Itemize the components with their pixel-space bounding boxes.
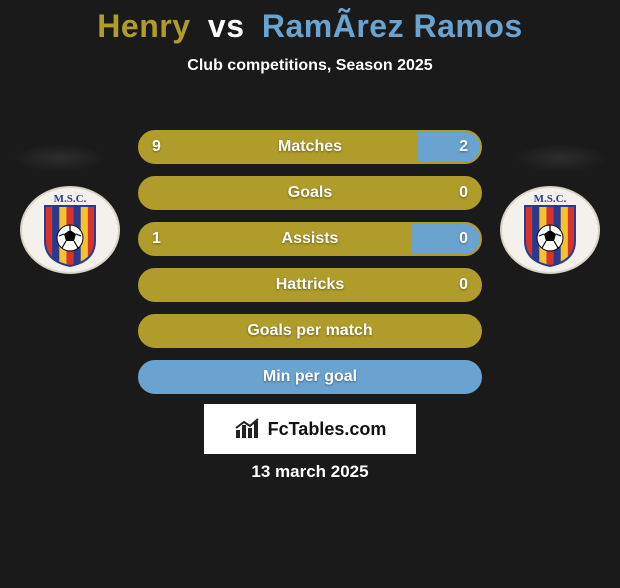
bar-row: Goals per match [138, 314, 482, 348]
avatar-shadow-right [513, 144, 608, 172]
bar-label: Assists [140, 224, 480, 254]
bar-row: Matches9 2 [138, 130, 482, 164]
brand-box: FcTables.com [204, 404, 416, 454]
bar-label: Min per goal [140, 362, 480, 392]
player1-name: Henry [97, 8, 190, 44]
bar-value-left: 1 [152, 224, 161, 254]
club-badge-left: M.S.C. [20, 186, 120, 274]
brand-text: FcTables.com [268, 419, 387, 440]
bar-label: Hattricks [140, 270, 480, 300]
player1-avatar: M.S.C. [20, 186, 120, 274]
bar-value-right: 0 [459, 224, 468, 254]
bar-row: Min per goal [138, 360, 482, 394]
vs-separator: vs [208, 8, 245, 44]
bar-value-left: 9 [152, 132, 161, 162]
comparison-bars: Matches92Goals0Assists10Hattricks0Goals … [138, 130, 482, 406]
bar-row: Hattricks0 [138, 268, 482, 302]
player2-avatar: M.S.C. [500, 186, 600, 274]
bar-label: Matches [140, 132, 480, 162]
svg-text:M.S.C.: M.S.C. [54, 193, 87, 205]
svg-text:M.S.C.: M.S.C. [534, 193, 567, 205]
bar-label: Goals [140, 178, 480, 208]
date-label: 13 march 2025 [0, 462, 620, 482]
bar-row: Goals0 [138, 176, 482, 210]
player2-name: RamÃ­rez Ramos [262, 8, 523, 44]
bar-label: Goals per match [140, 316, 480, 346]
bar-value-right: 2 [459, 132, 468, 162]
brand-chart-icon [234, 418, 262, 440]
page-title: Henry vs RamÃ­rez Ramos [0, 8, 620, 45]
bar-row: Assists1 0 [138, 222, 482, 256]
club-badge-right: M.S.C. [500, 186, 600, 274]
bar-value-right: 0 [459, 270, 468, 300]
bar-value-right: 0 [459, 178, 468, 208]
avatar-shadow-left [12, 144, 107, 172]
subtitle: Club competitions, Season 2025 [0, 57, 620, 75]
